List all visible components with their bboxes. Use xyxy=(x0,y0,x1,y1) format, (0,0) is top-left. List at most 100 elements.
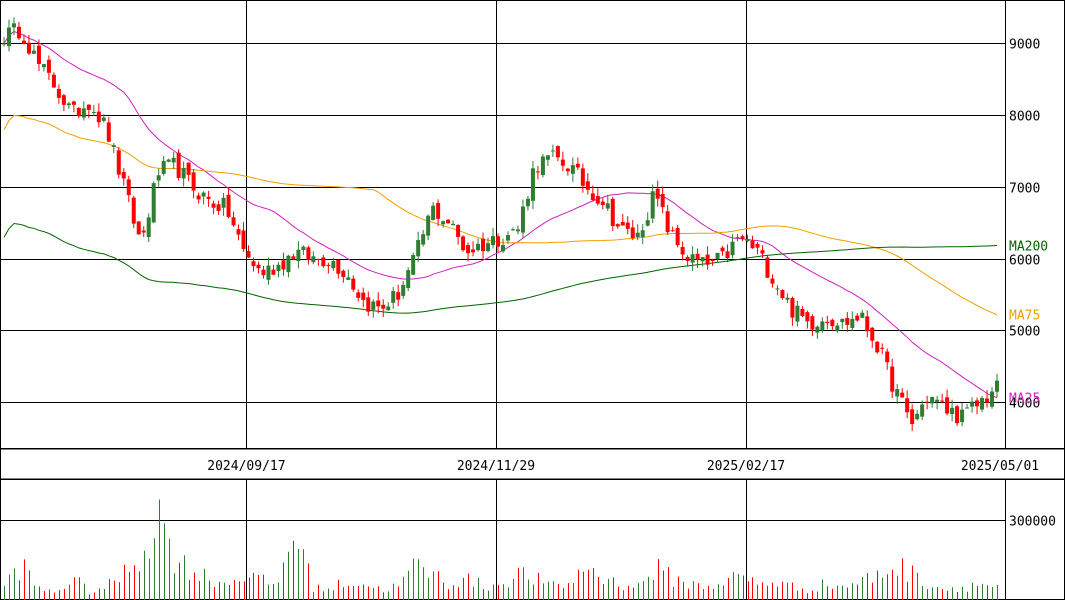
candle-body xyxy=(840,318,845,323)
candle-body xyxy=(945,397,950,414)
candle-body xyxy=(461,236,466,251)
candle-body xyxy=(201,192,206,197)
candle-body xyxy=(805,312,810,322)
candle-body xyxy=(251,261,256,267)
candle-body xyxy=(391,291,396,303)
candle-body xyxy=(825,321,830,324)
candle-body xyxy=(770,278,775,284)
candle-body xyxy=(970,401,975,407)
candle-body xyxy=(850,318,855,329)
price-grid xyxy=(0,0,1005,449)
candle-body xyxy=(735,237,740,239)
candle-body xyxy=(985,398,990,403)
candle-body xyxy=(830,319,835,327)
candle-body xyxy=(520,206,525,233)
candle-body xyxy=(975,400,980,407)
candle-body xyxy=(510,229,515,231)
candle-body xyxy=(900,392,905,398)
candle-body xyxy=(11,23,16,28)
candle-body xyxy=(261,269,266,276)
candle-body xyxy=(590,193,595,200)
candle-body xyxy=(655,188,660,199)
price-tick-label: 6000 xyxy=(1009,254,1040,269)
candle-body xyxy=(241,230,246,250)
candle-body xyxy=(530,168,535,201)
candle-body xyxy=(785,297,790,300)
candle-body xyxy=(371,301,376,310)
candle-body xyxy=(725,251,730,259)
candle-body xyxy=(885,351,890,363)
candle-body xyxy=(56,88,61,98)
candle-body xyxy=(940,400,945,402)
candle-body xyxy=(715,252,720,260)
candle-body xyxy=(86,104,91,110)
candle-body xyxy=(500,245,505,252)
candle-body xyxy=(980,398,985,410)
candle-body xyxy=(216,204,221,211)
candle-body xyxy=(740,236,745,240)
volume-bars xyxy=(4,499,998,600)
candle-body xyxy=(476,243,481,251)
candle-body xyxy=(680,246,685,255)
candle-body xyxy=(151,183,156,223)
candle-body xyxy=(321,257,326,267)
candle-body xyxy=(710,260,715,262)
candle-body xyxy=(835,325,840,332)
candle-body xyxy=(640,230,645,237)
candle-body xyxy=(416,240,421,257)
date-tick-label: 2025/05/01 xyxy=(961,459,1039,474)
candle-body xyxy=(66,103,71,106)
candle-body xyxy=(61,95,66,105)
date-tick-label: 2025/02/17 xyxy=(707,459,785,474)
candle-body xyxy=(336,259,341,274)
candle-body xyxy=(491,236,496,246)
candle-body xyxy=(81,108,86,118)
candle-body xyxy=(481,238,486,252)
candle-body xyxy=(555,146,560,158)
candle-body xyxy=(700,257,705,262)
candle-body xyxy=(935,399,940,402)
candle-body xyxy=(790,297,795,318)
candle-body xyxy=(595,196,600,204)
candle-body xyxy=(670,230,675,232)
candle-body xyxy=(780,290,785,299)
date-axis-labels: 2024/09/17 2024/11/29 2025/02/17 2025/05/01 xyxy=(207,459,1039,474)
candle-body xyxy=(695,253,700,260)
candle-body xyxy=(915,413,920,420)
candle-body xyxy=(960,409,965,423)
candle-body xyxy=(206,196,211,199)
candle-body xyxy=(96,111,101,123)
candle-body xyxy=(156,175,161,181)
candle-body xyxy=(126,179,131,196)
candle-body xyxy=(161,161,166,174)
candle-body xyxy=(211,203,216,208)
candle-body xyxy=(570,165,575,174)
candle-body xyxy=(620,221,625,226)
candle-body xyxy=(176,152,181,178)
candle-body xyxy=(745,239,750,242)
candle-body xyxy=(765,257,770,278)
price-tick-label: 5000 xyxy=(1009,325,1040,340)
candle-body xyxy=(121,172,126,179)
candle-body xyxy=(471,249,476,253)
candle-body xyxy=(650,191,655,219)
candle-body xyxy=(26,42,31,54)
candle-body xyxy=(705,254,710,265)
candle-body xyxy=(775,288,780,290)
candle-body xyxy=(905,398,910,413)
candle-body xyxy=(281,260,286,270)
candle-body xyxy=(925,401,930,403)
candle-body xyxy=(795,305,800,322)
candle-body xyxy=(236,229,241,235)
candle-body xyxy=(995,380,999,392)
candle-body xyxy=(466,245,471,254)
moving-average-line xyxy=(3,114,998,316)
candle-body xyxy=(515,229,520,232)
candle-body xyxy=(550,150,555,152)
candle-body xyxy=(181,167,186,179)
price-tick-label: 8000 xyxy=(1009,110,1040,125)
candle-body xyxy=(920,404,925,417)
price-panel-frame xyxy=(0,0,1065,449)
candle-body xyxy=(565,168,570,172)
